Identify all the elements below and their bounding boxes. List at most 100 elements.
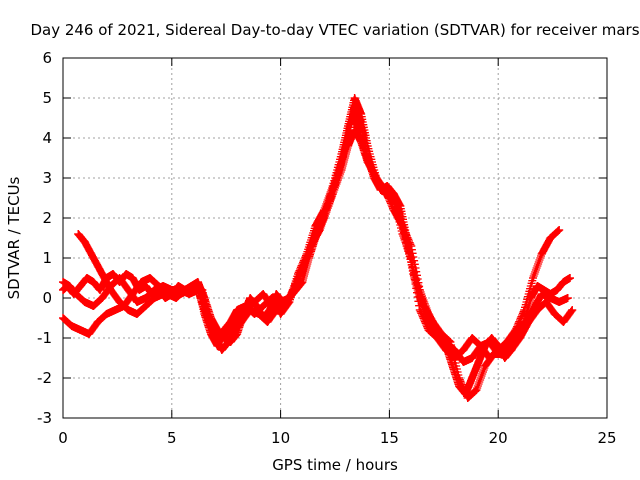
y-axis-label: SDTVAR / TECUs (5, 176, 23, 299)
data-point (546, 234, 555, 242)
data-point (555, 226, 564, 234)
data-point (80, 298, 89, 306)
data-point (206, 314, 215, 322)
data-point (304, 254, 313, 262)
axis-ticks (62, 57, 608, 419)
data-point (59, 314, 67, 322)
data-point (233, 306, 242, 314)
data-point (128, 274, 137, 282)
data-point (82, 274, 91, 282)
data-point (98, 270, 107, 278)
data-point (435, 334, 444, 342)
data-point (459, 346, 468, 354)
data-point (350, 102, 359, 110)
x-tick-label: 0 (58, 429, 68, 447)
y-tick-label: 0 (42, 289, 52, 307)
data-point (500, 354, 509, 362)
data-point (546, 290, 555, 298)
data-point (265, 306, 274, 314)
data-point (311, 234, 320, 242)
chart-title: Day 246 of 2021, Sidereal Day-to-day VTE… (30, 21, 639, 39)
data-point (233, 314, 242, 322)
data-point (526, 294, 535, 302)
x-axis-label: GPS time / hours (272, 456, 398, 474)
data-point (132, 298, 141, 306)
data-point (124, 286, 133, 294)
data-point (370, 174, 379, 182)
data-point (69, 290, 78, 298)
data-point (76, 282, 85, 290)
x-tick-label: 5 (167, 429, 177, 447)
data-point (102, 310, 111, 318)
data-point (74, 230, 83, 238)
data-point (568, 306, 577, 314)
data-point (80, 238, 89, 246)
data-point (76, 326, 85, 334)
x-tick-label: 25 (597, 429, 616, 447)
data-point (317, 218, 326, 226)
data-point (472, 386, 481, 394)
data-point (217, 346, 226, 354)
data-point (537, 250, 546, 258)
data-point (111, 306, 120, 314)
data-point (487, 334, 496, 342)
y-tick-label: -1 (37, 329, 52, 347)
y-tick-label: 1 (42, 249, 52, 267)
data-point (263, 318, 272, 326)
data-point (344, 134, 353, 142)
data-point (448, 362, 457, 370)
data-point (409, 270, 418, 278)
data-point (146, 274, 155, 282)
data-point (559, 318, 568, 326)
data-point (455, 382, 464, 390)
data-point (174, 282, 183, 290)
data-point (124, 306, 133, 314)
plot-area-frame (62, 57, 608, 419)
data-point (520, 318, 529, 326)
data-point (389, 190, 398, 198)
data-point (89, 278, 98, 286)
data-points (59, 94, 577, 402)
data-point (552, 286, 561, 294)
data-point (533, 282, 542, 290)
y-tick-label: 2 (42, 209, 52, 227)
x-tick-label: 15 (380, 429, 399, 447)
y-tick-label: 4 (42, 129, 52, 147)
data-point (481, 342, 490, 350)
data-point (132, 310, 141, 318)
data-point (213, 326, 222, 334)
data-point (441, 342, 450, 350)
data-point (239, 310, 248, 318)
data-point (550, 310, 559, 318)
data-point (200, 294, 209, 302)
data-point (109, 270, 118, 278)
data-point (559, 278, 568, 286)
data-point (95, 286, 104, 294)
data-point (389, 206, 398, 214)
data-point (172, 294, 181, 302)
data-point (507, 346, 516, 354)
data-point (211, 334, 220, 342)
data-point (115, 278, 124, 286)
data-point (89, 302, 98, 310)
data-point (566, 274, 575, 282)
data-point (357, 118, 366, 126)
data-point (422, 314, 431, 322)
data-point (513, 330, 522, 338)
x-tick-label: 20 (489, 429, 508, 447)
data-point (272, 290, 281, 298)
data-point (563, 294, 572, 302)
data-point (291, 286, 300, 294)
data-point (298, 278, 307, 286)
data-point (468, 334, 477, 342)
data-point (468, 374, 477, 382)
data-point (259, 314, 268, 322)
data-point (350, 94, 359, 102)
data-point (141, 282, 150, 290)
data-point (396, 202, 405, 210)
data-point (154, 286, 163, 294)
y-tick-label: 3 (42, 169, 52, 187)
data-point (459, 358, 468, 366)
